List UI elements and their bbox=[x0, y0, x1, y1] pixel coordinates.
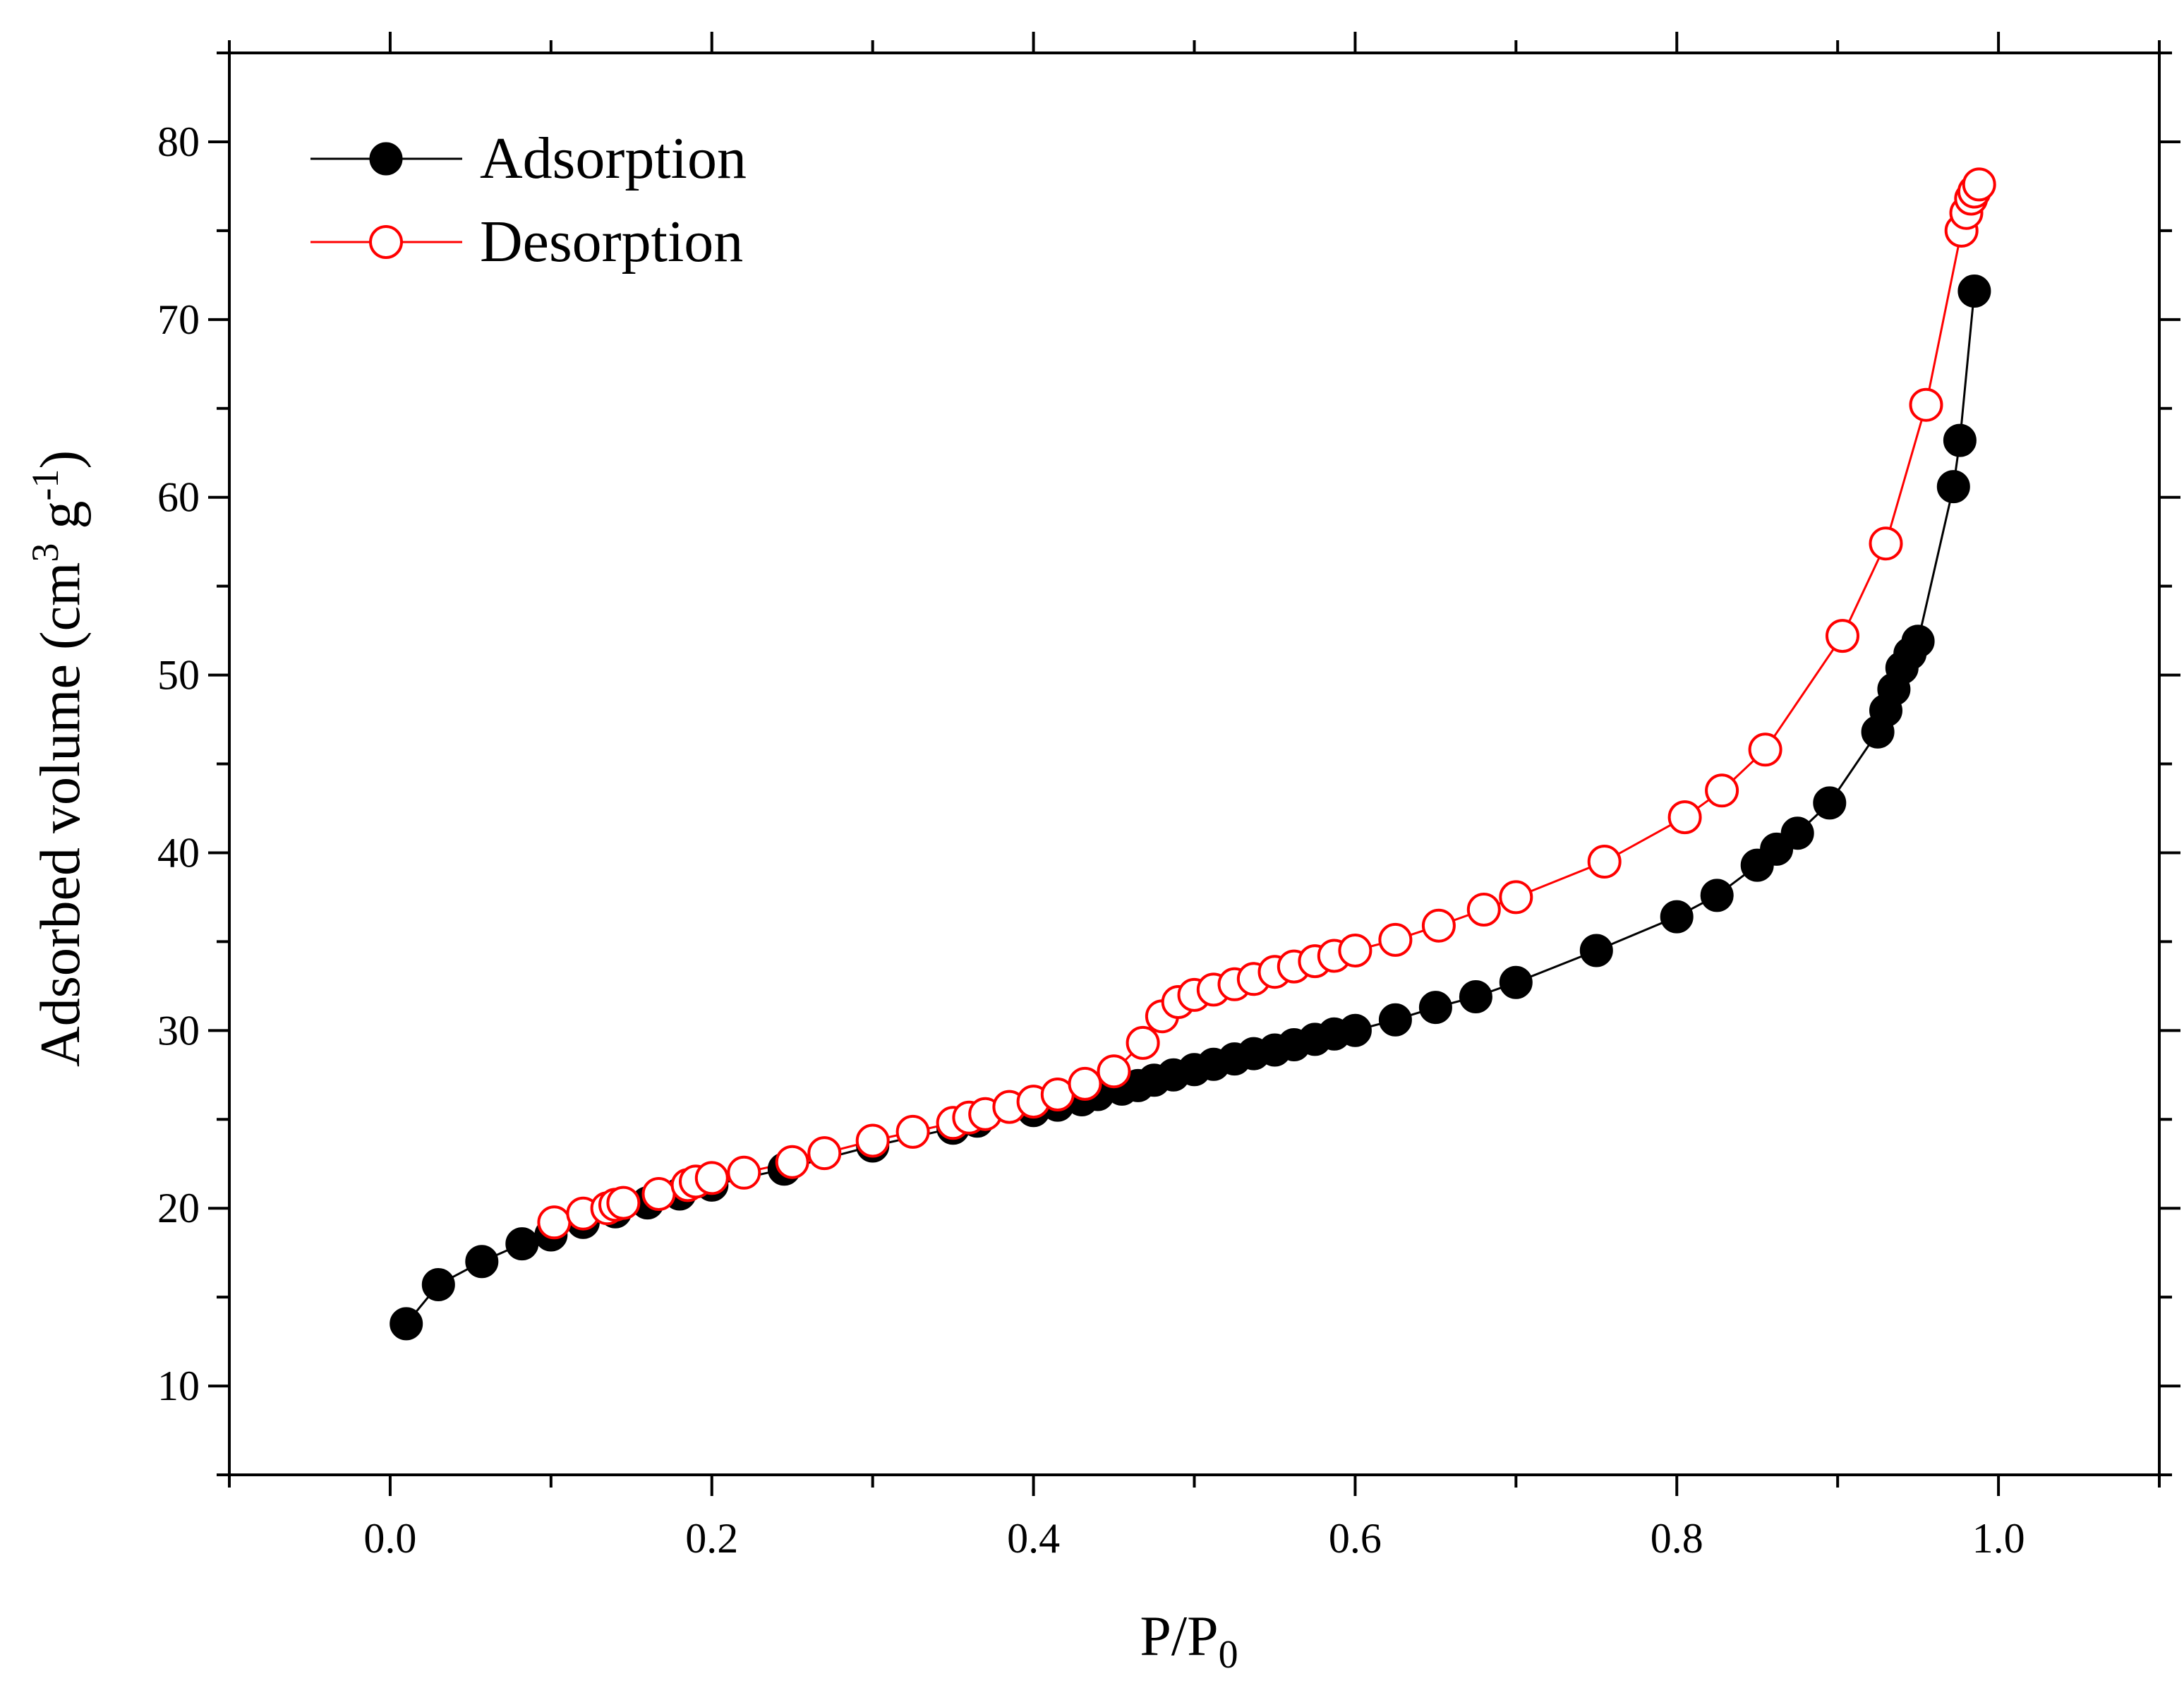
y-tick-label: 20 bbox=[157, 1185, 200, 1231]
data-point-adsorption bbox=[1936, 470, 1970, 504]
data-point-desorption bbox=[1097, 1054, 1131, 1089]
data-point-adsorption bbox=[1418, 991, 1452, 1025]
y-tick-label: 30 bbox=[157, 1007, 200, 1054]
legend-marker-desorption bbox=[369, 225, 403, 259]
y-tick-label: 70 bbox=[157, 296, 200, 343]
data-point-desorption bbox=[641, 1177, 676, 1211]
data-point-desorption bbox=[1869, 526, 1903, 561]
data-point-adsorption bbox=[1660, 900, 1694, 934]
data-point-desorption bbox=[807, 1136, 842, 1171]
y-axis-title-superscript-2: -1 bbox=[24, 469, 66, 501]
data-point-desorption bbox=[1338, 934, 1372, 967]
data-point-desorption bbox=[1068, 1066, 1102, 1101]
x-axis-title-subscript: 0 bbox=[1219, 1633, 1238, 1677]
y-axis-ticks: 10 20 30 40 50 60 70 80 bbox=[157, 52, 2180, 1476]
data-point-desorption bbox=[1909, 387, 1943, 422]
data-point-desorption bbox=[1126, 1025, 1160, 1060]
legend-marker-adsorption bbox=[369, 142, 403, 176]
data-point-desorption bbox=[855, 1123, 890, 1158]
data-point-adsorption bbox=[1901, 625, 1935, 658]
y-tick-label: 60 bbox=[157, 474, 200, 521]
x-axis-ticks: 0.0 0.2 0.4 0.6 0.8 1.0 bbox=[228, 32, 2161, 1562]
legend-label-adsorption: Adsorption bbox=[480, 126, 747, 191]
data-point-desorption bbox=[1705, 773, 1739, 808]
data-point-adsorption bbox=[1700, 879, 1734, 912]
data-point-adsorption bbox=[421, 1268, 455, 1301]
y-axis-title: Adsorbed volume (cm3 g-1) bbox=[24, 450, 92, 1067]
y-tick-label: 10 bbox=[157, 1363, 200, 1409]
x-tick-label: 0.8 bbox=[1651, 1515, 1703, 1562]
data-point-adsorption bbox=[1338, 1013, 1372, 1047]
data-point-desorption bbox=[606, 1186, 641, 1220]
y-axis-title-superscript-1: 3 bbox=[24, 543, 66, 562]
legend: Adsorption Desorption bbox=[310, 126, 747, 275]
data-point-desorption bbox=[775, 1145, 809, 1179]
data-point-desorption bbox=[1378, 922, 1413, 957]
data-point-desorption bbox=[694, 1161, 729, 1195]
data-point-desorption bbox=[1421, 908, 1456, 943]
data-point-adsorption bbox=[505, 1227, 539, 1261]
y-tick-label: 40 bbox=[157, 829, 200, 876]
data-point-adsorption bbox=[1499, 965, 1533, 999]
data-point-adsorption bbox=[1579, 934, 1613, 967]
y-axis-title-end: ) bbox=[30, 450, 92, 469]
y-tick-label: 80 bbox=[157, 119, 200, 165]
x-tick-label: 0.4 bbox=[1007, 1515, 1060, 1562]
data-point-adsorption bbox=[1943, 423, 1977, 457]
data-point-desorption bbox=[1667, 800, 1702, 835]
data-point-adsorption bbox=[1957, 275, 1991, 308]
x-tick-label: 1.0 bbox=[1972, 1515, 2025, 1562]
data-point-desorption bbox=[1466, 893, 1501, 927]
series-points bbox=[390, 167, 1996, 1341]
data-point-desorption bbox=[1499, 880, 1533, 915]
data-point-adsorption bbox=[1813, 786, 1847, 820]
data-point-adsorption bbox=[1378, 1003, 1412, 1037]
x-axis-title: P/P0 bbox=[1140, 1605, 1238, 1677]
data-point-desorption bbox=[1826, 619, 1859, 653]
y-tick-label: 50 bbox=[157, 652, 200, 699]
data-point-desorption bbox=[537, 1205, 572, 1240]
data-point-desorption bbox=[727, 1155, 761, 1190]
data-point-adsorption bbox=[465, 1245, 499, 1279]
legend-label-desorption: Desorption bbox=[480, 209, 743, 275]
x-axis-title-main: P/P bbox=[1140, 1605, 1218, 1667]
data-point-desorption bbox=[1962, 167, 1996, 202]
data-point-desorption bbox=[895, 1114, 930, 1149]
data-point-desorption bbox=[1748, 732, 1782, 767]
data-point-desorption bbox=[1587, 845, 1622, 879]
x-tick-label: 0.2 bbox=[685, 1515, 738, 1562]
y-axis-title-main: Adsorbed volume (cm bbox=[30, 562, 92, 1067]
x-tick-label: 0.0 bbox=[363, 1515, 416, 1562]
x-tick-label: 0.6 bbox=[1329, 1515, 1382, 1562]
y-axis-title-middle: g bbox=[30, 501, 92, 543]
data-point-adsorption bbox=[1459, 980, 1492, 1013]
data-point-adsorption bbox=[1780, 816, 1814, 850]
data-point-adsorption bbox=[390, 1307, 423, 1341]
